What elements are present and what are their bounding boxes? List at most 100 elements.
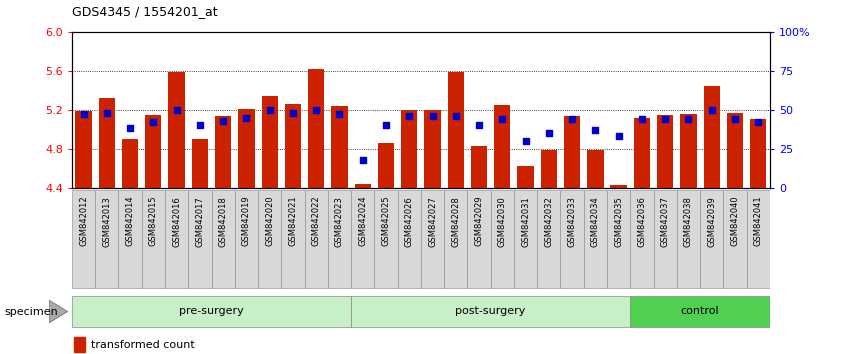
Text: GSM842019: GSM842019	[242, 196, 251, 246]
FancyBboxPatch shape	[118, 190, 142, 288]
FancyBboxPatch shape	[723, 190, 746, 288]
FancyBboxPatch shape	[653, 190, 677, 288]
Text: GSM842016: GSM842016	[172, 196, 181, 247]
FancyBboxPatch shape	[607, 190, 630, 288]
FancyBboxPatch shape	[72, 296, 351, 327]
Bar	[308, 69, 324, 188]
Point	[612, 133, 625, 139]
Text: GSM842039: GSM842039	[707, 196, 717, 247]
Point	[426, 113, 439, 119]
Text: GSM842025: GSM842025	[382, 196, 391, 246]
Text: post-surgery: post-surgery	[455, 306, 526, 316]
Bar	[146, 115, 162, 188]
Text: control: control	[681, 306, 719, 316]
Text: GSM842024: GSM842024	[358, 196, 367, 246]
Point	[286, 110, 299, 116]
FancyBboxPatch shape	[537, 190, 560, 288]
Point	[589, 127, 602, 133]
Point	[124, 126, 137, 131]
Point	[635, 116, 649, 122]
Point	[751, 119, 765, 125]
Bar	[168, 72, 184, 188]
Text: GSM842034: GSM842034	[591, 196, 600, 247]
Text: GSM842038: GSM842038	[684, 196, 693, 247]
Bar	[750, 120, 766, 188]
Bar	[680, 114, 696, 188]
Text: GSM842014: GSM842014	[125, 196, 135, 246]
FancyBboxPatch shape	[351, 190, 374, 288]
FancyBboxPatch shape	[95, 190, 118, 288]
Text: GSM842022: GSM842022	[311, 196, 321, 246]
FancyBboxPatch shape	[444, 190, 467, 288]
Bar	[75, 111, 91, 188]
FancyBboxPatch shape	[630, 190, 653, 288]
Text: GSM842012: GSM842012	[79, 196, 88, 246]
FancyBboxPatch shape	[305, 190, 327, 288]
Point	[403, 113, 416, 119]
Bar	[74, 337, 85, 352]
Bar	[727, 113, 743, 188]
Text: specimen: specimen	[4, 307, 58, 316]
Text: GSM842026: GSM842026	[404, 196, 414, 247]
FancyBboxPatch shape	[630, 296, 770, 327]
Text: GSM842036: GSM842036	[637, 196, 646, 247]
Bar	[378, 143, 394, 188]
FancyBboxPatch shape	[677, 190, 700, 288]
Text: pre-surgery: pre-surgery	[179, 306, 244, 316]
Point	[658, 116, 672, 122]
Point	[496, 116, 509, 122]
Point	[519, 138, 532, 144]
Text: GSM842015: GSM842015	[149, 196, 158, 246]
Bar	[494, 105, 510, 188]
Point	[542, 130, 556, 136]
Text: GSM842017: GSM842017	[195, 196, 205, 247]
Bar	[122, 139, 138, 188]
FancyBboxPatch shape	[514, 190, 537, 288]
Text: GSM842040: GSM842040	[730, 196, 739, 246]
Bar	[471, 146, 487, 188]
Point	[100, 110, 113, 116]
Text: GSM842030: GSM842030	[497, 196, 507, 247]
FancyBboxPatch shape	[212, 190, 234, 288]
Point	[217, 118, 230, 124]
FancyBboxPatch shape	[188, 190, 212, 288]
Point	[449, 113, 463, 119]
Bar	[425, 110, 441, 188]
Text: GSM842035: GSM842035	[614, 196, 624, 247]
Text: GSM842031: GSM842031	[521, 196, 530, 247]
Point	[565, 116, 579, 122]
Point	[146, 119, 160, 125]
Bar	[239, 109, 255, 188]
Text: GSM842033: GSM842033	[568, 196, 577, 247]
Text: GSM842018: GSM842018	[218, 196, 228, 247]
FancyBboxPatch shape	[281, 190, 305, 288]
FancyBboxPatch shape	[351, 296, 630, 327]
Bar	[332, 106, 348, 188]
Text: GSM842041: GSM842041	[754, 196, 763, 246]
FancyBboxPatch shape	[234, 190, 258, 288]
Bar	[448, 72, 464, 188]
Point	[193, 122, 206, 128]
Bar	[634, 118, 650, 188]
Bar	[285, 104, 301, 188]
Text: GSM842028: GSM842028	[451, 196, 460, 247]
Bar	[657, 115, 673, 188]
Point	[728, 116, 742, 122]
FancyBboxPatch shape	[398, 190, 421, 288]
FancyBboxPatch shape	[700, 190, 723, 288]
Point	[310, 107, 323, 113]
FancyBboxPatch shape	[374, 190, 398, 288]
Bar	[704, 86, 720, 188]
Point	[263, 107, 277, 113]
FancyBboxPatch shape	[491, 190, 514, 288]
Point	[332, 112, 346, 117]
Text: GSM842013: GSM842013	[102, 196, 112, 247]
Point	[170, 107, 184, 113]
Point	[472, 122, 486, 128]
FancyBboxPatch shape	[327, 190, 351, 288]
Bar	[611, 185, 627, 188]
Polygon shape	[49, 300, 68, 323]
Point	[705, 107, 718, 113]
FancyBboxPatch shape	[421, 190, 444, 288]
FancyBboxPatch shape	[560, 190, 584, 288]
